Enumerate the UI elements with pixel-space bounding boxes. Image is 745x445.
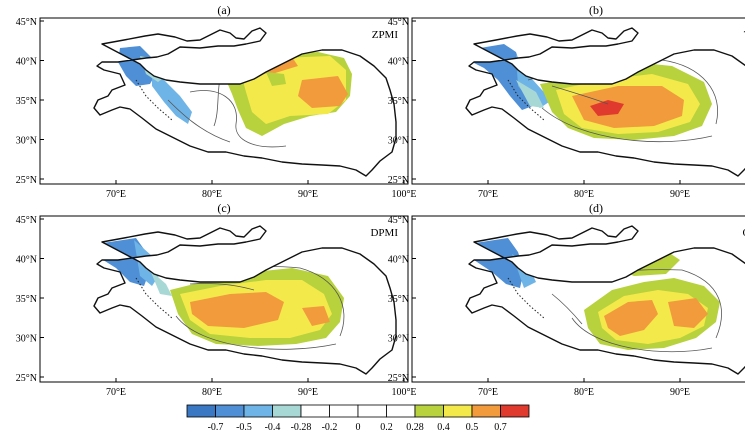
lat-tick-label: 40°N bbox=[388, 255, 409, 266]
contour-line bbox=[541, 107, 713, 143]
index-name: QPMI bbox=[742, 227, 745, 239]
colorbar-segment bbox=[329, 404, 359, 418]
contour-line bbox=[551, 293, 583, 325]
colorbar-label: 0 bbox=[356, 422, 361, 433]
correlation-region bbox=[572, 86, 684, 128]
colorbar: -0.7 -0.5 -0.4 -0.28 -0.2 0 0.2 0.28 0.4 0.5 0.7 bbox=[186, 404, 530, 433]
lat-tick-label: 25°N bbox=[16, 373, 37, 384]
colorbar-segment bbox=[243, 404, 273, 418]
lon-tick-label: 90°E bbox=[298, 387, 318, 398]
lon-tick-label: 80°E bbox=[202, 189, 222, 200]
colorbar-segment bbox=[414, 404, 444, 418]
lat-tick-label: 40°N bbox=[388, 57, 409, 68]
map-frame bbox=[39, 17, 409, 185]
lon-tick-label: 90°E bbox=[670, 189, 690, 200]
panel-label: (b) bbox=[589, 3, 603, 17]
lat-tick-label: 35°N bbox=[16, 96, 37, 107]
lat-tick-label: 30°N bbox=[388, 136, 409, 147]
index-name: DPMI bbox=[370, 227, 398, 239]
lat-tick-label: 45°N bbox=[16, 17, 37, 28]
colorbar-label: -0.7 bbox=[208, 422, 224, 433]
lon-tick-label: 80°E bbox=[574, 189, 594, 200]
lon-tick-label: 80°E bbox=[202, 387, 222, 398]
lon-tick-label: 80°E bbox=[574, 387, 594, 398]
contour-line bbox=[189, 90, 287, 148]
colorbar-segment bbox=[500, 404, 530, 418]
lat-tick-label: 35°N bbox=[388, 96, 409, 107]
colorbar-label: 0.7 bbox=[494, 422, 507, 433]
lat-tick-label: 45°N bbox=[388, 215, 409, 226]
colorbar-label: 0.28 bbox=[406, 422, 424, 433]
lon-tick-label: 90°E bbox=[298, 189, 318, 200]
correlation-region bbox=[516, 54, 552, 108]
contour-line bbox=[167, 99, 231, 143]
lat-tick-label: 40°N bbox=[16, 57, 37, 68]
panel-label: (a) bbox=[217, 3, 230, 17]
correlation-region bbox=[266, 72, 286, 86]
index-name: ZPMI bbox=[372, 29, 399, 41]
lat-tick-label: 35°N bbox=[388, 294, 409, 305]
contour-line bbox=[175, 315, 337, 350]
colorbar-segment bbox=[215, 404, 245, 418]
lon-tick-label: 100°E bbox=[391, 387, 416, 398]
correlation-region bbox=[190, 292, 284, 328]
correlation-region bbox=[590, 100, 624, 116]
correlation-region bbox=[604, 300, 658, 336]
contour-line bbox=[189, 283, 255, 291]
colorbar-label: 0.2 bbox=[380, 422, 393, 433]
lon-tick-label: 70°E bbox=[478, 387, 498, 398]
colorbar-label: -0.5 bbox=[236, 422, 252, 433]
lat-tick-label: 25°N bbox=[388, 175, 409, 186]
map-panel-tpmi: (b) TPMI 45°N 40°N 35°N 30°N 25°N 70°E 80°E 90°E 1… bbox=[388, 3, 745, 200]
correlation-region bbox=[668, 298, 708, 328]
lat-tick-label: 30°N bbox=[16, 334, 37, 345]
correlation-region bbox=[118, 46, 158, 86]
colorbar-label: 0.5 bbox=[466, 422, 479, 433]
lat-tick-label: 45°N bbox=[388, 17, 409, 28]
colorbar-segment bbox=[272, 404, 302, 418]
lon-tick-label: 90°E bbox=[670, 387, 690, 398]
lat-tick-label: 30°N bbox=[16, 136, 37, 147]
colorbar-segment bbox=[443, 404, 473, 418]
lon-tick-label: 70°E bbox=[106, 387, 126, 398]
lat-tick-label: 35°N bbox=[16, 294, 37, 305]
map-panel-qpmi: (d) QPMI 45°N 40°N 35°N 30°N 25°N 70°E 80°E 90°E 1… bbox=[388, 201, 745, 398]
lon-tick-label: 70°E bbox=[478, 189, 498, 200]
lat-tick-label: 40°N bbox=[16, 255, 37, 266]
lon-tick-label: 100°E bbox=[391, 189, 416, 200]
lat-tick-label: 25°N bbox=[388, 373, 409, 384]
correlation-region bbox=[302, 306, 330, 326]
colorbar-segment bbox=[300, 404, 330, 418]
index-name: TPMI bbox=[744, 29, 745, 41]
correlation-region bbox=[152, 70, 192, 124]
lat-tick-label: 30°N bbox=[388, 334, 409, 345]
colorbar-segment bbox=[186, 404, 216, 418]
colorbar-label: -0.28 bbox=[291, 422, 312, 433]
lat-tick-label: 45°N bbox=[16, 215, 37, 226]
panel-label: (c) bbox=[217, 201, 230, 215]
panel-label: (d) bbox=[589, 201, 603, 215]
correlation-region bbox=[150, 270, 172, 296]
correlation-region bbox=[298, 76, 348, 108]
colorbar-label: -0.4 bbox=[265, 422, 281, 433]
colorbar-segment bbox=[357, 404, 387, 418]
colorbar-segment bbox=[386, 404, 416, 418]
contour-line bbox=[571, 317, 713, 353]
correlation-region bbox=[516, 80, 544, 108]
colorbar-segment bbox=[471, 404, 501, 418]
colorbar-label: 0.4 bbox=[437, 422, 450, 433]
lon-tick-label: 70°E bbox=[106, 189, 126, 200]
colorbar-label: -0.2 bbox=[322, 422, 338, 433]
lat-tick-label: 25°N bbox=[16, 175, 37, 186]
contour-line bbox=[551, 85, 609, 105]
